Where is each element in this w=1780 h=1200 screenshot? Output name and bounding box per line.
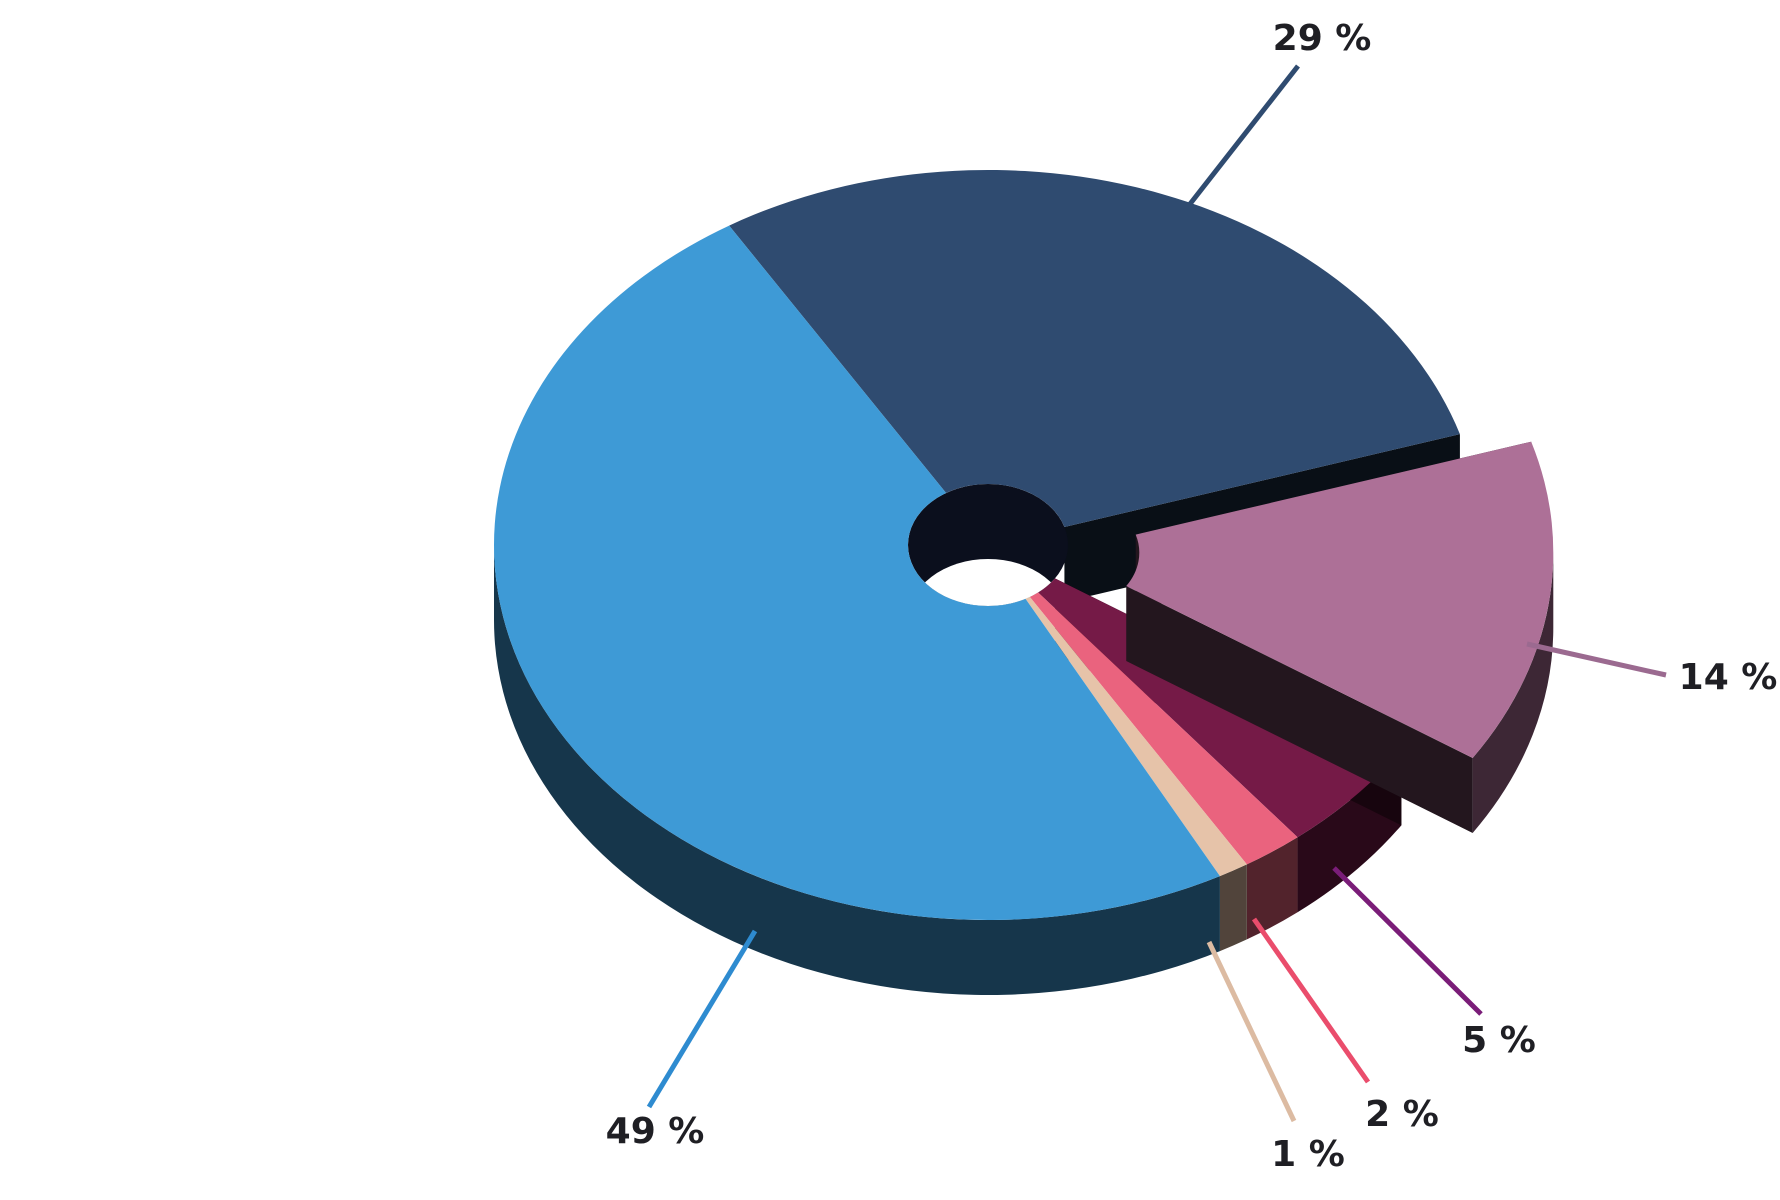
- data-label: 5 %: [1462, 1020, 1536, 1061]
- slice-side: [494, 545, 1220, 995]
- data-label: 29 %: [1273, 18, 1372, 59]
- slice-side: [1472, 552, 1554, 833]
- leader-line: [1251, 917, 1371, 1084]
- labels: 29 % 14 % 5 % 2 % 1 % 49 %: [606, 18, 1778, 1175]
- slice-side: [1246, 837, 1298, 940]
- slice: [494, 225, 1220, 920]
- slice: [1029, 592, 1298, 865]
- slice-wall: [1126, 586, 1473, 833]
- pie-hole: [908, 484, 1068, 606]
- slice: [729, 170, 1460, 527]
- leader-line: [1188, 64, 1300, 206]
- data-label: 49 %: [606, 1111, 705, 1152]
- slice: [1025, 596, 1247, 877]
- exploded-slice: [1126, 441, 1554, 833]
- data-label: 1 %: [1271, 1134, 1345, 1175]
- slice-side: [1219, 864, 1247, 952]
- leader-line: [1332, 866, 1483, 1016]
- slice: [1126, 441, 1554, 758]
- data-label: 14 %: [1679, 657, 1778, 698]
- hole-opening: [908, 559, 1068, 606]
- data-label: 2 %: [1365, 1094, 1439, 1135]
- leader-line: [1526, 641, 1667, 678]
- leader-line: [646, 929, 758, 1109]
- leader-line: [1206, 940, 1297, 1123]
